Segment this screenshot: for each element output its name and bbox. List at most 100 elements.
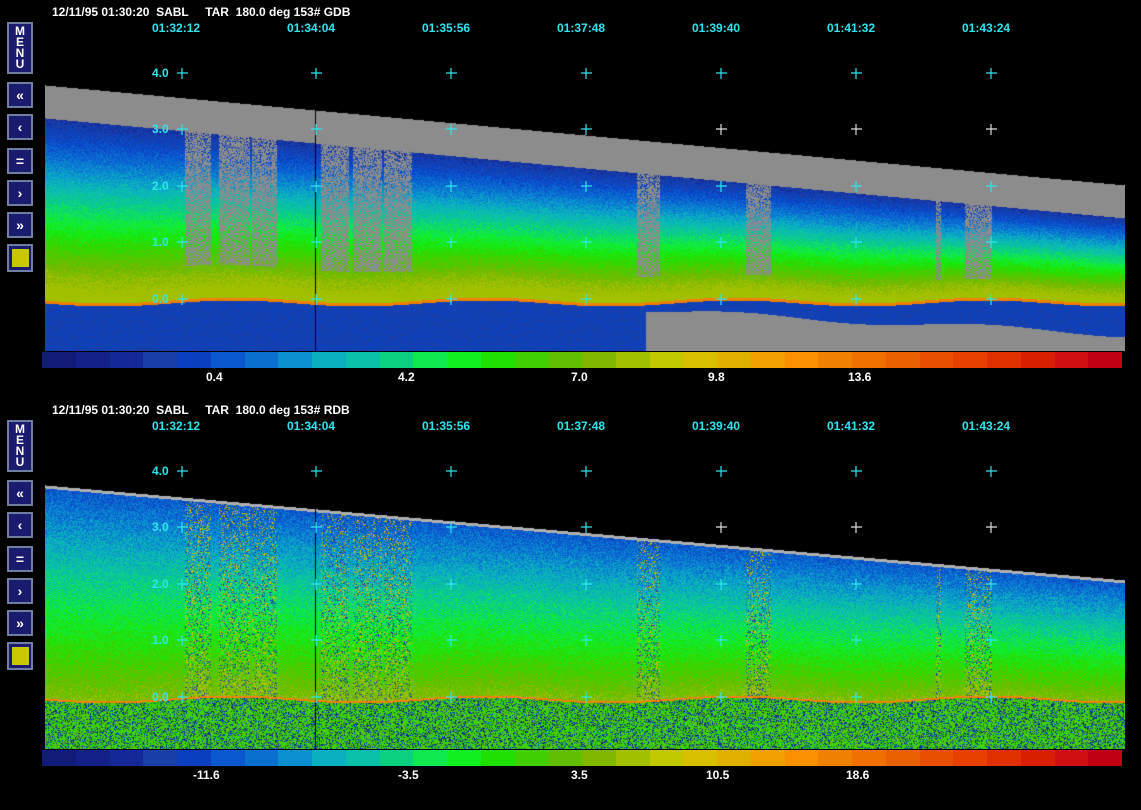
fast-forward-button[interactable]: » [7, 610, 33, 636]
colorbar-bin [109, 750, 144, 766]
colorbar-bin [143, 352, 177, 368]
height-label: 0.0 [152, 690, 169, 704]
colorbar-bin [345, 750, 380, 766]
colorbar-bin [582, 352, 616, 368]
menu-label: MENU [15, 24, 25, 71]
colorbar-bin [1020, 352, 1055, 368]
radar-image [45, 483, 1125, 749]
colorbar-bin [717, 352, 751, 368]
colorbar-bin [1054, 750, 1089, 766]
time-label: 01:32:12 [152, 21, 201, 35]
colorbar-label: -11.6 [193, 768, 220, 782]
colorbar-bin [244, 352, 279, 368]
step-forward-button[interactable]: › [7, 180, 33, 206]
colorbar-bin [109, 352, 144, 368]
colorbar-bin [818, 750, 852, 766]
colorbar-bin [953, 352, 987, 368]
height-label: 4.0 [152, 66, 169, 80]
colorbar-bin [75, 750, 110, 766]
height-label: 2.0 [152, 179, 169, 193]
colorbar-bin [885, 352, 920, 368]
colorbar-bin [447, 750, 481, 766]
time-label: 01:37:48 [557, 419, 606, 433]
colorbar-bin [818, 352, 852, 368]
time-label: 01:39:40 [692, 21, 741, 35]
step-forward-button[interactable]: › [7, 578, 33, 604]
time-label: 01:34:04 [287, 419, 336, 433]
colorbar-bin [615, 352, 650, 368]
step-back-button[interactable]: ‹ [7, 512, 33, 538]
colorbar-label: 10.5 [706, 768, 730, 782]
grid-cross [716, 68, 727, 79]
colorbar-bin [244, 750, 279, 766]
time-label: 01:34:04 [287, 21, 336, 35]
colorbar-bin [919, 352, 954, 368]
menu-button[interactable]: MENU [7, 420, 33, 472]
colorbar-bin [514, 352, 549, 368]
menu-button[interactable]: MENU [7, 22, 33, 74]
colorbar-label: 3.5 [571, 768, 588, 782]
colorbar-bin [379, 750, 414, 766]
colorbar-bin [852, 352, 886, 368]
colorbar-bin [1054, 352, 1089, 368]
height-label: 2.0 [152, 577, 169, 591]
colorbar-bin [514, 750, 549, 766]
colorbar-bin [987, 352, 1021, 368]
time-label: 01:32:12 [152, 419, 201, 433]
colorbar-bin [987, 750, 1021, 766]
height-label: 3.0 [152, 520, 169, 534]
radar-image [45, 85, 1125, 351]
time-label: 01:37:48 [557, 21, 606, 35]
grid-cross [851, 68, 862, 79]
panel-title: 12/11/95 01:30:20 SABL TAR 180.0 deg 153… [52, 5, 351, 19]
grid-cross [716, 466, 727, 477]
height-label: 3.0 [152, 122, 169, 136]
colorbar-bin [1088, 352, 1122, 368]
pause-button[interactable]: = [7, 148, 33, 174]
menu-label: MENU [15, 422, 25, 469]
colorbar-bin [548, 352, 582, 368]
colorbar-bin [683, 750, 717, 766]
colorbar-bin [919, 750, 954, 766]
colorbar-bin [42, 352, 76, 368]
swatch [12, 647, 29, 665]
step-back-button[interactable]: ‹ [7, 114, 33, 140]
colorbar-bin [210, 750, 245, 766]
colorbar-bin [683, 352, 717, 368]
colorbar-bin [413, 352, 447, 368]
colorbar-bin [312, 352, 346, 368]
colorbar-label: 13.6 [848, 370, 872, 384]
colorbar-bin [278, 750, 312, 766]
colorbar-bin [143, 750, 177, 766]
time-label: 01:43:24 [962, 419, 1011, 433]
colorbar-bin [278, 352, 312, 368]
time-label: 01:35:56 [422, 21, 471, 35]
colorbar-bin [649, 352, 684, 368]
swatch [12, 249, 29, 267]
colorbar-bin [885, 750, 920, 766]
grid-cross [851, 466, 862, 477]
colorbar-bin [480, 750, 515, 766]
fast-forward-button[interactable]: » [7, 212, 33, 238]
colorbar-label: 18.6 [846, 768, 870, 782]
colorbar-bin [210, 352, 245, 368]
colorbar-bin [177, 750, 211, 766]
grid-cross [581, 68, 592, 79]
panel-gdb: 12/11/95 01:30:20 SABL TAR 180.0 deg 153… [0, 0, 1141, 397]
colorbar-bin [953, 750, 987, 766]
colorbar-bin [345, 352, 380, 368]
colorbar-label: 7.0 [571, 370, 588, 384]
grid-cross [446, 466, 457, 477]
colorbar-bin [75, 352, 110, 368]
pause-button[interactable]: = [7, 546, 33, 572]
colorbar-bin [42, 750, 76, 766]
grid-cross [446, 68, 457, 79]
colorbar-bin [379, 352, 414, 368]
rewind-button[interactable]: « [7, 480, 33, 506]
color-swatch-button[interactable] [7, 244, 33, 272]
rewind-button[interactable]: « [7, 82, 33, 108]
height-label: 4.0 [152, 464, 169, 478]
color-swatch-button[interactable] [7, 642, 33, 670]
colorbar-bin [548, 750, 582, 766]
colorbar-label: -3.5 [398, 768, 419, 782]
